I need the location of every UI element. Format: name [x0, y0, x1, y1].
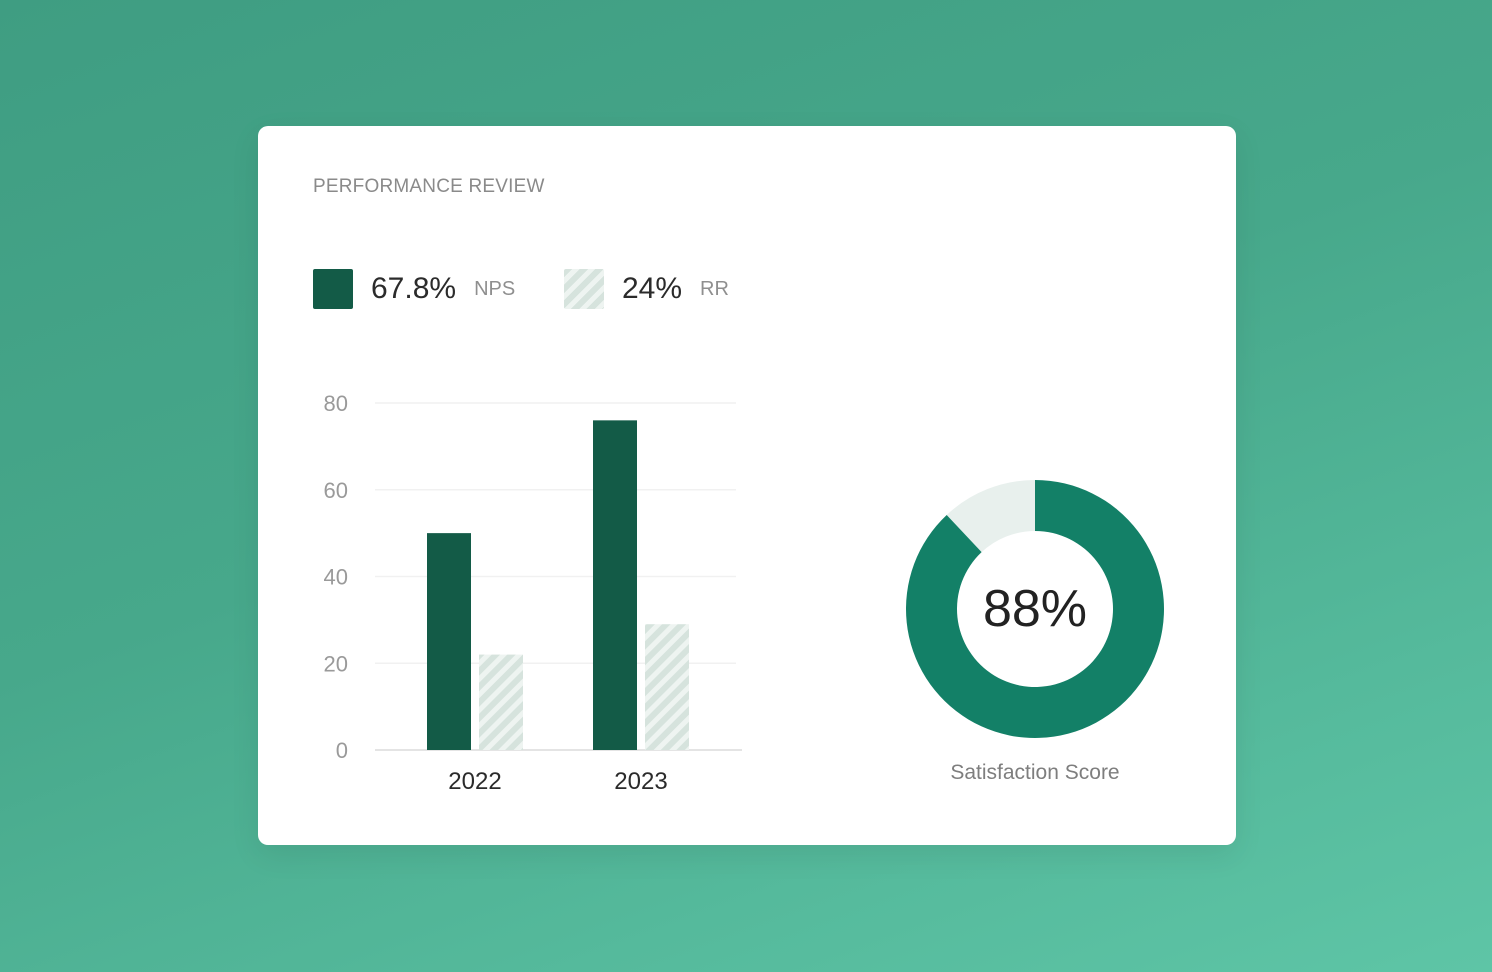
bar-rr-2022	[479, 654, 523, 750]
donut-chart	[906, 480, 1164, 738]
y-tick-label: 80	[324, 391, 348, 416]
x-axis-ticks: 2022 2023	[448, 768, 667, 795]
bar-nps-2023	[593, 420, 637, 750]
bar-nps-2022	[427, 533, 471, 750]
legend-nps-swatch	[313, 269, 353, 309]
legend-nps-value: 67.8%	[371, 272, 457, 305]
bars	[427, 420, 689, 750]
donut-value-slice	[906, 480, 1164, 738]
legend-rr: 24% RR	[564, 269, 729, 309]
y-tick-label: 40	[324, 565, 348, 590]
bar-chart: 0 20 40 60 80 2022 2023	[324, 391, 742, 795]
satisfaction-donut: 88%	[904, 478, 1166, 740]
legend-nps-label: NPS	[474, 277, 516, 300]
card-title: PERFORMANCE REVIEW	[313, 176, 545, 197]
y-tick-label: 0	[336, 738, 348, 763]
legend-nps: 67.8% NPS	[313, 269, 515, 309]
legend-rr-value: 24%	[622, 272, 683, 305]
donut-label: Satisfaction Score	[950, 761, 1120, 784]
legend-rr-label: RR	[700, 277, 729, 300]
y-tick-label: 60	[324, 478, 348, 503]
bar-rr-2023	[645, 624, 689, 750]
legend-rr-swatch	[564, 269, 604, 309]
x-tick-label: 2022	[448, 768, 501, 795]
performance-card: PERFORMANCE REVIEW 67.8% NPS 24% RR 0 20 4…	[258, 126, 1236, 845]
donut-remainder-slice	[946, 480, 1035, 553]
y-axis-ticks: 0 20 40 60 80	[324, 391, 348, 763]
y-tick-label: 20	[324, 651, 348, 676]
x-tick-label: 2023	[614, 768, 667, 795]
donut-center-value: 88%	[982, 580, 1088, 638]
